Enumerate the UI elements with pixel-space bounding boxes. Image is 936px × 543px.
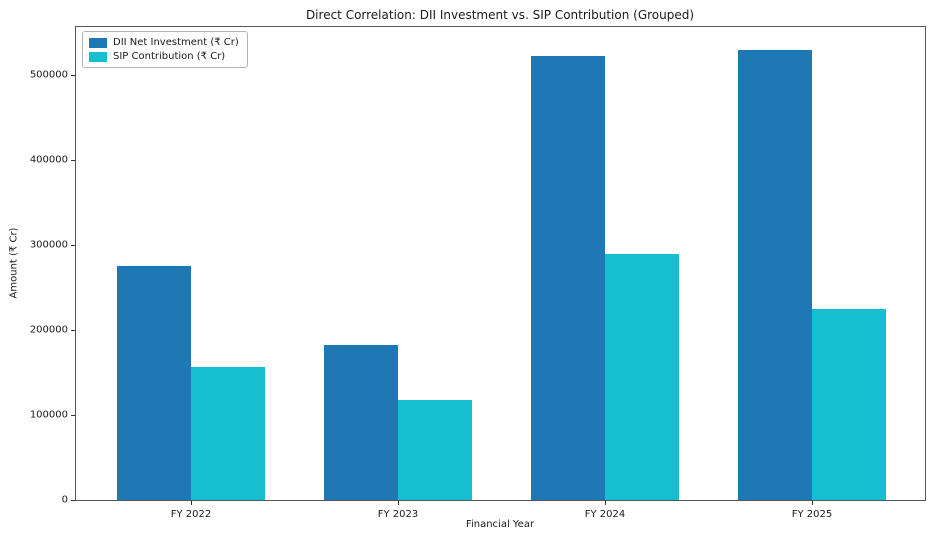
- x-tick-label-fy-2025: FY 2025: [791, 509, 833, 520]
- y-tick-label: 100000: [29, 409, 68, 421]
- y-tick-label: 0: [61, 494, 68, 506]
- legend-swatch: [89, 51, 107, 62]
- y-tick-label: 200000: [29, 324, 68, 336]
- bar-sip-contribution-fy-2025: [812, 308, 886, 500]
- x-tick-label-fy-2023: FY 2023: [377, 509, 419, 520]
- chart-title: Direct Correlation: DII Investment vs. S…: [305, 8, 695, 22]
- legend-label: SIP Contribution (₹ Cr): [113, 51, 226, 62]
- legend-swatch: [89, 37, 107, 48]
- legend-item-dii-net-investment: DII Net Investment (₹ Cr): [89, 37, 239, 48]
- bar-dii-net-investment-fy-2022: [117, 266, 191, 500]
- x-tick-mark: [604, 501, 606, 505]
- x-tick-mark: [397, 501, 399, 505]
- x-tick-label-fy-2024: FY 2024: [584, 509, 626, 520]
- y-tick-mark: [71, 329, 75, 331]
- legend-label: DII Net Investment (₹ Cr): [113, 37, 239, 48]
- y-tick-label: 400000: [29, 154, 68, 166]
- y-tick-mark: [71, 499, 75, 501]
- bar-sip-contribution-fy-2023: [398, 399, 472, 500]
- x-tick-label-fy-2022: FY 2022: [170, 509, 212, 520]
- legend: DII Net Investment (₹ Cr) SIP Contributio…: [82, 31, 248, 68]
- y-tick-mark: [71, 159, 75, 161]
- bar-sip-contribution-fy-2024: [605, 254, 679, 500]
- legend-item-sip-contribution: SIP Contribution (₹ Cr): [89, 51, 239, 62]
- bar-dii-net-investment-fy-2025: [738, 49, 812, 500]
- x-axis-label: Financial Year: [465, 519, 535, 530]
- y-tick-label: 500000: [29, 69, 68, 81]
- y-tick-label: 300000: [29, 239, 68, 251]
- y-tick-mark: [71, 414, 75, 416]
- x-tick-mark: [811, 501, 813, 505]
- bar-sip-contribution-fy-2022: [191, 367, 265, 500]
- y-axis-label: Amount (₹ Cr): [8, 227, 20, 299]
- bar-dii-net-investment-fy-2024: [531, 56, 605, 500]
- bar-dii-net-investment-fy-2023: [324, 345, 398, 500]
- x-tick-mark: [190, 501, 192, 505]
- plot-area: 0 100000 200000 300000 400000 500000 FY 2022 FY…: [30, 26, 926, 520]
- y-tick-mark: [71, 74, 75, 76]
- y-tick-mark: [71, 244, 75, 246]
